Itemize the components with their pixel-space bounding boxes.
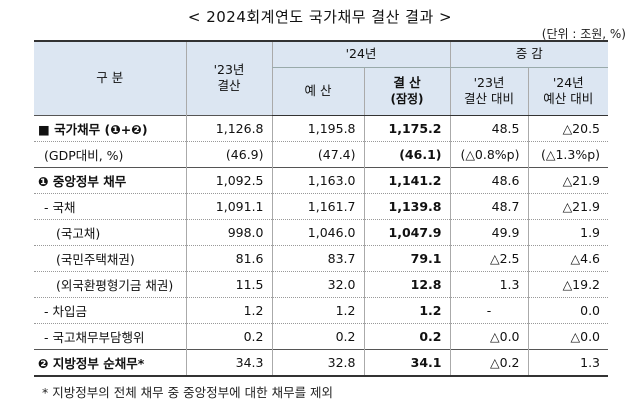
row-value: 1,175.2 (363, 114, 450, 142)
national-debt-table: 구 분 '23년 결산 '24년 증 감 예 산 결 산 (잠정) '23년 결… (34, 40, 609, 377)
table-row: - 차입금 1.2 1.2 1.2-0.0 (34, 297, 609, 324)
row-value: 0.0 (527, 297, 609, 324)
row-value: 1.2 (185, 297, 272, 324)
row-value: △2.5 (449, 245, 528, 272)
row-value: △0.0 (449, 323, 528, 350)
row-value: 1.3 (449, 271, 528, 298)
row-value: △4.6 (527, 245, 609, 272)
table-row: (GDP대비, %) (46.9) (47.4) (46.1) (△0.8%p) (△1.… (34, 141, 609, 168)
row-value: (△1.3%p) (527, 141, 609, 168)
header-2024: '24년 (271, 40, 450, 68)
row-value: 1,195.8 (271, 114, 364, 142)
table-row: ■ 국가채무 (❶+❷) 1,126.8 1,195.8 1,175.2 48.5 △20… (34, 114, 609, 142)
header-2023-settlement: '23년 결산 (185, 40, 272, 115)
row-label: (GDP대비, %) (34, 141, 186, 168)
header-category: 구 분 (34, 40, 186, 115)
row-value: 1.9 (527, 219, 609, 246)
table-row: - 국채 1,091.1 1,161.7 1,139.8 48.7 △21.9 (34, 193, 609, 220)
row-value: 1.2 (271, 297, 364, 324)
header-vs-2024-budget: '24년 예산 대비 (527, 67, 609, 116)
row-value: 0.2 (363, 323, 450, 350)
row-value: △21.9 (527, 166, 609, 194)
footnote: * 지방정부의 전체 채무 중 중앙정부에 대한 채무를 제외 (42, 385, 334, 400)
row-value: 34.3 (185, 348, 272, 377)
header-2024-budget: 예 산 (271, 67, 364, 116)
row-value: 48.5 (449, 114, 528, 142)
row-value: 0.2 (185, 323, 272, 350)
row-value: △0.2 (449, 348, 528, 377)
row-value: 1,161.7 (271, 193, 364, 220)
row-value: 79.1 (363, 245, 450, 272)
row-label: (국민주택채권) (34, 245, 186, 272)
row-value: 1.3 (527, 348, 609, 377)
row-label: - 차입금 (34, 297, 186, 324)
row-value: 83.7 (271, 245, 364, 272)
row-value: 998.0 (185, 219, 272, 246)
row-value: - (449, 297, 528, 324)
row-value: (47.4) (271, 141, 364, 168)
table-body: ■ 국가채무 (❶+❷) 1,126.8 1,195.8 1,175.2 48.5 △20… (34, 114, 609, 377)
row-value: △19.2 (527, 271, 609, 298)
header-change: 증 감 (449, 40, 609, 68)
row-value: 32.0 (271, 271, 364, 298)
row-label: ❷ 지방정부 순채무* (34, 348, 186, 377)
row-value: 32.8 (271, 348, 364, 377)
table-row: ❷ 지방정부 순채무* 34.3 32.8 34.1 △0.2 1.3 (34, 348, 609, 377)
row-value: 1.2 (363, 297, 450, 324)
table-row: (국민주택채권) 81.6 83.7 79.1 △2.5 △4.6 (34, 245, 609, 272)
row-label: (외국환평형기금 채권) (34, 271, 186, 298)
row-label: - 국채 (34, 193, 186, 220)
table-row: (국고채) 998.0 1,046.0 1,047.9 49.9 1.9 (34, 219, 609, 246)
row-value: (46.1) (363, 141, 450, 168)
row-value: △21.9 (527, 193, 609, 220)
unit-note: (단위 : 조원, %) (541, 27, 626, 41)
table-title: < 2024회계연도 국가채무 결산 결과 > (187, 8, 453, 26)
row-value: 11.5 (185, 271, 272, 298)
row-value: 1,092.5 (185, 166, 272, 194)
row-value: 1,141.2 (363, 166, 450, 194)
row-value: △0.0 (527, 323, 609, 350)
row-value: 34.1 (363, 348, 450, 377)
row-value: (△0.8%p) (449, 141, 528, 168)
table-row: - 국고채무부담행위 0.2 0.2 0.2 △0.0 △0.0 (34, 323, 609, 350)
table-row: (외국환평형기금 채권) 11.5 32.0 12.8 1.3 △19.2 (34, 271, 609, 298)
header-2024-settlement-label: 결 산 (393, 75, 421, 90)
row-value: 48.6 (449, 166, 528, 194)
row-value: 1,046.0 (271, 219, 364, 246)
row-value: △20.5 (527, 114, 609, 142)
row-label: (국고채) (34, 219, 186, 246)
row-value: 1,091.1 (185, 193, 272, 220)
header-vs-2023-settlement: '23년 결산 대비 (449, 67, 528, 116)
row-label: ■ 국가채무 (❶+❷) (34, 114, 186, 142)
row-label: ❶ 중앙정부 채무 (34, 166, 186, 194)
row-value: 81.6 (185, 245, 272, 272)
row-value: 1,163.0 (271, 166, 364, 194)
table-row: ❶ 중앙정부 채무 1,092.5 1,163.0 1,141.2 48.6 △21.9 (34, 166, 609, 194)
row-value: 0.2 (271, 323, 364, 350)
header-2024-settlement: 결 산 (잠정) (363, 67, 450, 116)
row-label: - 국고채무부담행위 (34, 323, 186, 350)
row-value: 12.8 (363, 271, 450, 298)
header-2024-settlement-provisional: (잠정) (390, 92, 424, 106)
row-value: 1,139.8 (363, 193, 450, 220)
row-value: (46.9) (185, 141, 272, 168)
row-value: 49.9 (449, 219, 528, 246)
row-value: 1,047.9 (363, 219, 450, 246)
row-value: 1,126.8 (185, 114, 272, 142)
row-value: 48.7 (449, 193, 528, 220)
